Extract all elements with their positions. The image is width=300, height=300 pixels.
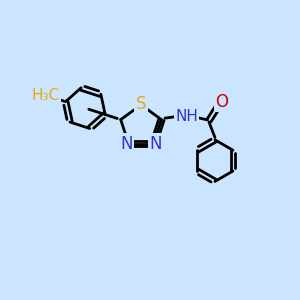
Text: S: S bbox=[136, 95, 146, 113]
Text: H₃C: H₃C bbox=[31, 88, 59, 103]
Text: N: N bbox=[120, 134, 132, 152]
Text: O: O bbox=[215, 93, 228, 111]
Text: NH: NH bbox=[175, 109, 198, 124]
Text: N: N bbox=[150, 134, 162, 152]
